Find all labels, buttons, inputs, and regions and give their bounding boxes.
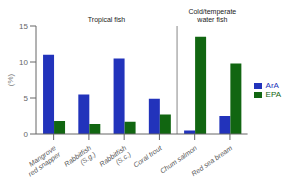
svg-text:Coral trout: Coral trout: [132, 144, 164, 169]
html-text:ArA: ArA: [265, 81, 279, 90]
svg-text:5: 5: [24, 94, 29, 103]
svg-text:Tropical fish: Tropical fish: [88, 16, 126, 24]
svg-text:Mangrovered snapper: Mangrovered snapper: [22, 144, 62, 179]
svg-text:Chum salmon: Chum salmon: [158, 144, 199, 175]
svg-text:Rabbitfish(S.c.): Rabbitfish(S.c.): [98, 144, 133, 175]
svg-text:15: 15: [19, 22, 28, 31]
html-text:EPA: EPA: [265, 90, 281, 99]
svg-text:(%): (%): [8, 73, 15, 86]
svg-text:Cold/temperatewater fish: Cold/temperatewater fish: [188, 8, 236, 23]
svg-text:10: 10: [19, 58, 28, 67]
svg-text:0: 0: [24, 130, 29, 139]
svg-text:Red sea bream: Red sea bream: [190, 144, 233, 177]
svg-text:Rabbitfish(S.g.): Rabbitfish(S.g.): [63, 144, 98, 175]
